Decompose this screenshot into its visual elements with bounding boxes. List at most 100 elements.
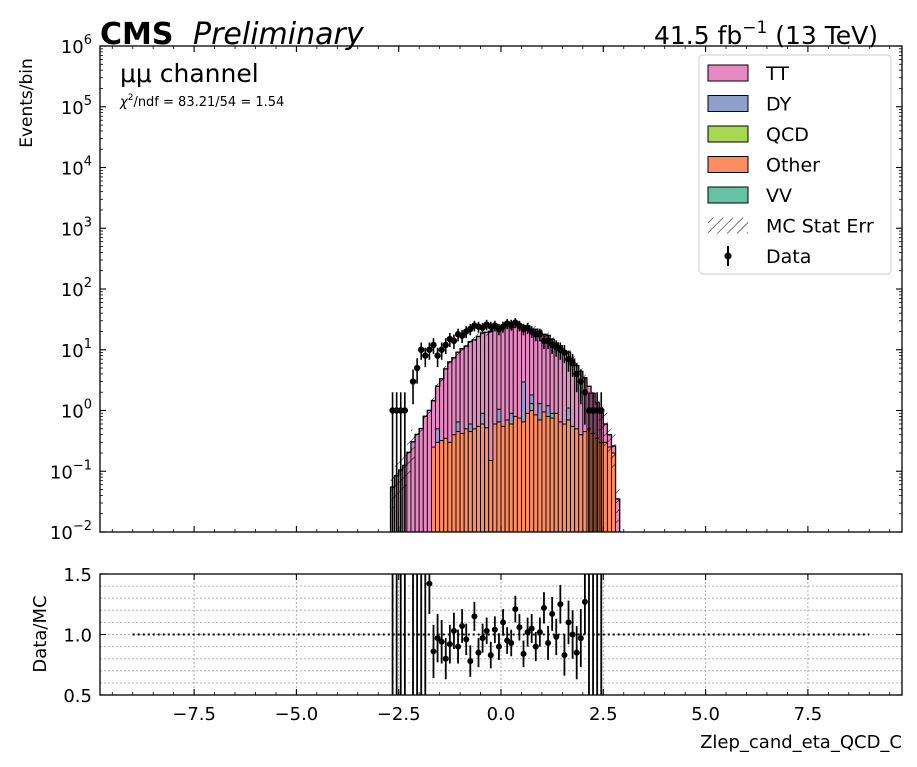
bar-tt: [422, 415, 428, 533]
bar-tt: [529, 328, 535, 396]
bar-tt: [496, 328, 502, 410]
bar-dy: [467, 423, 473, 433]
ratio-point: [512, 606, 519, 613]
channel-label: μμ channel: [120, 59, 259, 88]
y-tick-label: 102: [61, 276, 92, 301]
x-tick-label: 5.0: [691, 704, 720, 725]
bar-tt: [414, 433, 420, 533]
bar-other: [602, 441, 608, 533]
ratio-point: [455, 643, 462, 650]
data-point: [565, 355, 572, 363]
ratio-point: [565, 619, 572, 626]
ratio-point: [479, 635, 486, 642]
ratio-point: [446, 641, 453, 648]
ratio-point: [491, 626, 498, 633]
bar-tt: [500, 326, 506, 427]
bar-other: [512, 415, 518, 533]
ratio-point: [487, 652, 494, 659]
bar-dy: [455, 421, 461, 433]
legend-item-qcd: QCD: [707, 124, 809, 146]
bar-tt: [459, 348, 465, 434]
ratio-point: [463, 636, 470, 643]
chi2-label: χ2/ndf = 83.21/54 = 1.54: [119, 93, 284, 110]
bar-other: [578, 434, 584, 533]
y-tick-label: 103: [61, 215, 92, 240]
lumi-prefix: 41.5 fb: [654, 21, 742, 50]
bar-other: [455, 431, 461, 533]
mc-stat-err-band: [406, 439, 411, 477]
y-tick-exp: 0: [84, 398, 92, 413]
ratio-point: [536, 629, 543, 636]
ratio-y-tick-label: 0.5: [63, 686, 92, 707]
chi2-symbol: χ: [119, 95, 129, 110]
bar-vv: [529, 403, 535, 411]
ratio-point: [495, 643, 502, 650]
bar-dy: [480, 412, 486, 425]
bar-vv: [549, 412, 555, 419]
legend-marker: [724, 252, 732, 260]
bar-tt: [447, 361, 453, 443]
bar-tt: [471, 339, 477, 430]
ratio-point: [545, 639, 552, 646]
bar-tt: [488, 330, 494, 462]
x-tick-label: −5.0: [275, 704, 319, 725]
data-point: [561, 349, 568, 356]
legend-label: MC Stat Err: [766, 216, 874, 238]
y-tick-base: 10: [61, 159, 84, 180]
y-tick-base: 10: [61, 341, 84, 362]
ratio-point: [475, 649, 482, 656]
ratio-point: [524, 629, 531, 636]
bar-other: [557, 421, 563, 533]
bar-dy: [508, 412, 514, 425]
y-tick-exp: 2: [84, 276, 92, 291]
bar-dy: [496, 408, 502, 423]
ratio-point: [500, 619, 507, 626]
data-point: [524, 324, 531, 331]
data-point: [598, 407, 605, 414]
legend-label: QCD: [766, 124, 809, 146]
data-point: [438, 346, 445, 353]
bar-other: [447, 441, 453, 533]
bar-tt: [439, 378, 445, 442]
bar-other: [537, 419, 543, 533]
bar-other: [541, 411, 547, 533]
x-tick-label: 7.5: [794, 704, 823, 725]
bar-other: [451, 434, 457, 533]
bar-other: [496, 421, 502, 533]
bar-other: [459, 432, 465, 533]
ratio-point: [561, 652, 568, 659]
bar-dy: [537, 403, 543, 421]
data-point: [581, 389, 589, 396]
lumi-suffix: (13 TeV): [767, 21, 878, 50]
bar-other: [549, 417, 555, 533]
bar-tt: [484, 331, 490, 429]
bar-other: [516, 417, 522, 533]
ratio-point: [516, 624, 523, 631]
lumi-exponent: −1: [742, 18, 767, 38]
bar-other: [561, 423, 567, 533]
ratio-point: [450, 627, 457, 634]
ratio-point: [508, 639, 515, 646]
legend-label: TT: [765, 63, 789, 85]
bar-tt: [516, 326, 522, 419]
data-point: [544, 337, 552, 345]
ratio-ylabel: Data/MC: [30, 595, 51, 672]
y-tick-exp: −1: [73, 458, 92, 473]
bar-tt: [480, 332, 486, 414]
bar-tt: [426, 409, 432, 533]
data-point: [442, 341, 449, 349]
status-label: Preliminary: [193, 17, 365, 52]
bar-dy: [566, 407, 572, 421]
y-tick-exp: 6: [84, 33, 92, 48]
bar-other: [500, 425, 506, 533]
y-tick-label: 106: [61, 33, 92, 58]
ratio-point: [532, 643, 539, 650]
bar-other: [606, 446, 612, 533]
ratio-point: [438, 638, 445, 645]
y-tick-label: 105: [61, 94, 92, 119]
legend-label: Other: [766, 155, 820, 177]
bar-other: [504, 419, 510, 533]
bar-other: [533, 414, 539, 533]
mc-stat-err-band: [603, 411, 608, 449]
data-point: [418, 346, 425, 353]
